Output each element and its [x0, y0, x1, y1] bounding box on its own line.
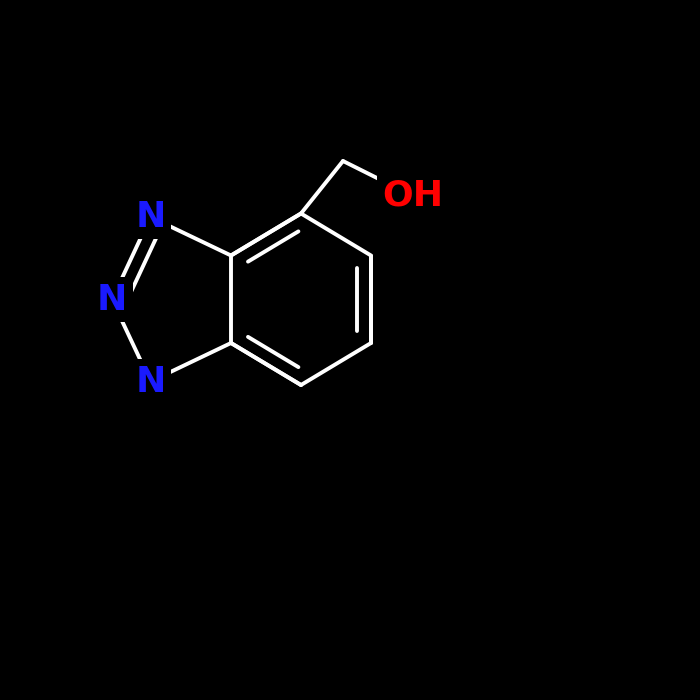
Text: N: N [135, 365, 166, 398]
Text: OH: OH [382, 179, 444, 213]
Text: N: N [135, 200, 166, 234]
Text: N: N [97, 283, 127, 316]
